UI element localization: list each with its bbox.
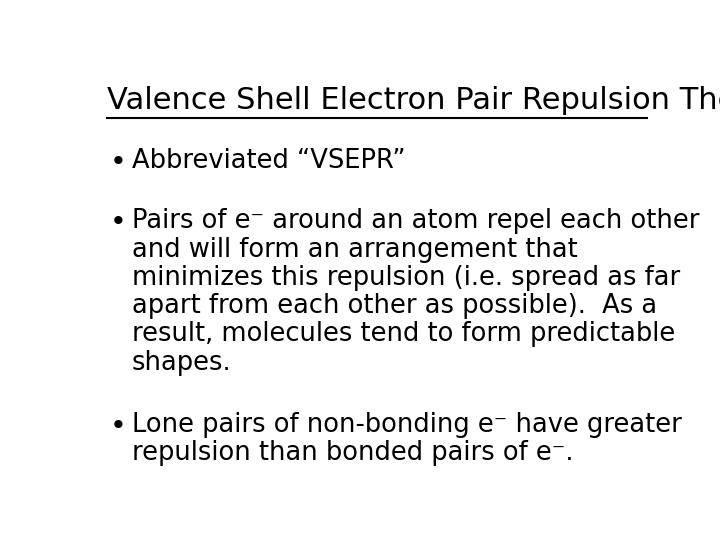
Text: repulsion than bonded pairs of e⁻.: repulsion than bonded pairs of e⁻. (132, 440, 573, 466)
Text: Pairs of e⁻ around an atom repel each other: Pairs of e⁻ around an atom repel each ot… (132, 208, 699, 234)
Text: •: • (109, 208, 126, 237)
Text: Valence Shell Electron Pair Repulsion Theory: Valence Shell Electron Pair Repulsion Th… (107, 85, 720, 114)
Text: minimizes this repulsion (i.e. spread as far: minimizes this repulsion (i.e. spread as… (132, 265, 680, 291)
Text: Lone pairs of non-bonding e⁻ have greater: Lone pairs of non-bonding e⁻ have greate… (132, 412, 682, 438)
Text: apart from each other as possible).  As a: apart from each other as possible). As a (132, 293, 657, 319)
Text: Abbreviated “VSEPR”: Abbreviated “VSEPR” (132, 148, 405, 174)
Text: and will form an arrangement that: and will form an arrangement that (132, 237, 577, 262)
Text: result, molecules tend to form predictable: result, molecules tend to form predictab… (132, 321, 675, 347)
Text: •: • (109, 148, 126, 176)
Text: •: • (109, 412, 126, 440)
Text: shapes.: shapes. (132, 349, 231, 376)
